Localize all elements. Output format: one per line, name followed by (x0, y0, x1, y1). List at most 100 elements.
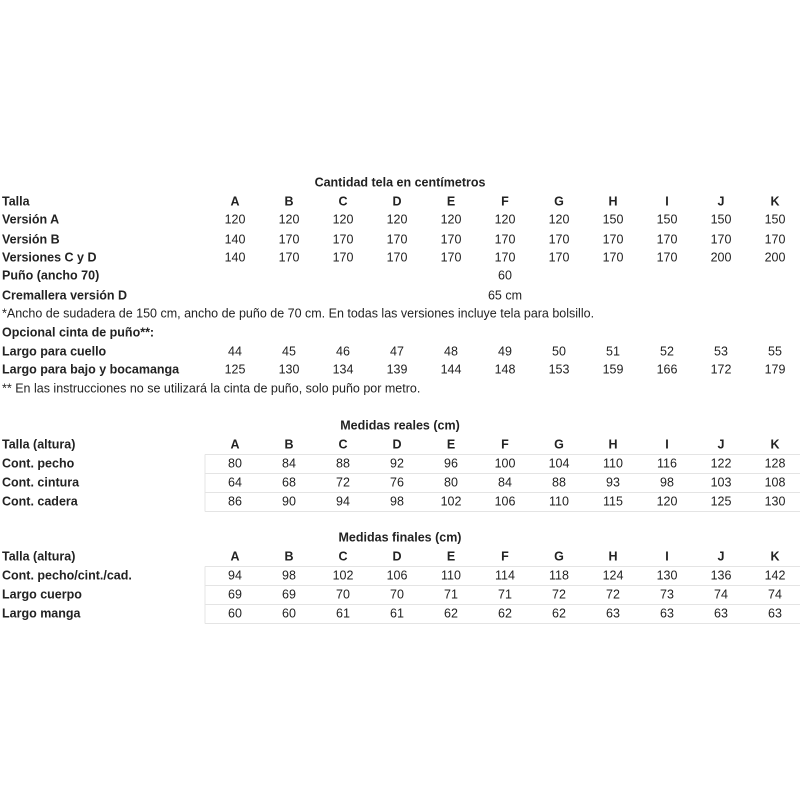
column-header: E (447, 437, 455, 451)
column-header: K (770, 194, 779, 208)
column-header: I (665, 549, 668, 563)
cell-value: 80 (444, 475, 458, 489)
cell-value: 102 (333, 568, 354, 582)
cell-value: 60 (282, 606, 296, 620)
note: *Ancho de sudadera de 150 cm, ancho de p… (2, 306, 594, 320)
cell-value: 150 (765, 212, 786, 226)
cell-value: 60 (228, 606, 242, 620)
cell-value: 90 (282, 494, 296, 508)
cell-value: 170 (549, 250, 570, 264)
cell-value: 50 (552, 344, 566, 358)
cell-value: 136 (711, 568, 732, 582)
cell-value: 61 (336, 606, 350, 620)
cell-value: 120 (549, 212, 570, 226)
cell-value: 60 (498, 268, 512, 282)
cell-value: 65 cm (488, 288, 522, 302)
cell-value: 170 (441, 250, 462, 264)
cell-value: 110 (603, 456, 623, 470)
column-header: D (392, 549, 401, 563)
cell-value: 128 (765, 456, 786, 470)
cell-value: 61 (390, 606, 404, 620)
cell-value: 170 (279, 232, 300, 246)
cell-value: 148 (495, 362, 516, 376)
cell-value: 100 (495, 456, 516, 470)
column-header: A (230, 194, 239, 208)
cell-value: 115 (603, 494, 623, 508)
cell-value: 120 (225, 212, 246, 226)
cell-value: 71 (444, 587, 458, 601)
cell-value: 68 (282, 475, 296, 489)
cell-value: 170 (765, 232, 786, 246)
column-header: H (608, 437, 617, 451)
cell-value: 53 (714, 344, 728, 358)
row-label: Largo cuerpo (2, 587, 82, 601)
cell-value: 120 (441, 212, 462, 226)
column-header: B (284, 549, 293, 563)
cell-value: 170 (549, 232, 570, 246)
cell-value: 170 (603, 232, 624, 246)
cell-value: 76 (390, 475, 404, 489)
column-header: G (554, 194, 564, 208)
cell-value: 49 (498, 344, 512, 358)
column-header: I (665, 437, 668, 451)
cell-value: 179 (765, 362, 786, 376)
cell-value: 125 (225, 362, 246, 376)
cell-value: 88 (336, 456, 350, 470)
cell-value: 94 (228, 568, 242, 582)
cell-value: 134 (333, 362, 354, 376)
cell-value: 98 (660, 475, 674, 489)
cell-value: 170 (711, 232, 732, 246)
row-label: Versión B (2, 232, 60, 246)
column-header: E (447, 194, 455, 208)
row-label: Cont. cadera (2, 494, 79, 508)
cell-value: 170 (657, 232, 678, 246)
column-header: F (501, 194, 509, 208)
column-header: I (665, 194, 668, 208)
cell-value: 150 (603, 212, 624, 226)
cell-value: 120 (657, 494, 678, 508)
cell-value: 170 (441, 232, 462, 246)
cell-value: 170 (657, 250, 678, 264)
column-header: J (718, 437, 725, 451)
row-label: Cont. pecho (2, 456, 75, 470)
cell-value: 88 (552, 475, 566, 489)
cell-value: 46 (336, 344, 350, 358)
column-header: D (392, 437, 401, 451)
column-header: H (608, 194, 617, 208)
subheading: Opcional cinta de puño**: (2, 325, 154, 339)
column-header: J (718, 549, 725, 563)
cell-value: 64 (228, 475, 242, 489)
cell-value: 159 (603, 362, 624, 376)
cell-value: 102 (441, 494, 462, 508)
cell-value: 45 (282, 344, 296, 358)
cell-value: 170 (387, 250, 408, 264)
cell-value: 72 (606, 587, 620, 601)
cell-value: 125 (711, 494, 732, 508)
row-label: Largo para cuello (2, 344, 107, 358)
cell-value: 69 (282, 587, 296, 601)
cell-value: 70 (390, 587, 404, 601)
cell-value: 74 (714, 587, 728, 601)
column-header: D (392, 194, 401, 208)
column-header: G (554, 549, 564, 563)
cell-value: 62 (552, 606, 566, 620)
cell-value: 130 (657, 568, 678, 582)
section-title: Medidas finales (cm) (339, 530, 462, 544)
cell-value: 139 (387, 362, 408, 376)
column-header: K (770, 437, 779, 451)
cell-value: 93 (606, 475, 620, 489)
cell-value: 110 (549, 494, 569, 508)
cell-value: 120 (279, 212, 300, 226)
cell-value: 84 (282, 456, 296, 470)
cell-value: 96 (444, 456, 458, 470)
cell-value: 116 (657, 456, 677, 470)
cell-value: 51 (606, 344, 620, 358)
cell-value: 48 (444, 344, 458, 358)
column-header: K (770, 549, 779, 563)
cell-value: 118 (549, 568, 569, 582)
cell-value: 150 (711, 212, 732, 226)
section-title: Medidas reales (cm) (340, 418, 460, 432)
cell-value: 140 (225, 250, 246, 264)
cell-value: 63 (714, 606, 728, 620)
